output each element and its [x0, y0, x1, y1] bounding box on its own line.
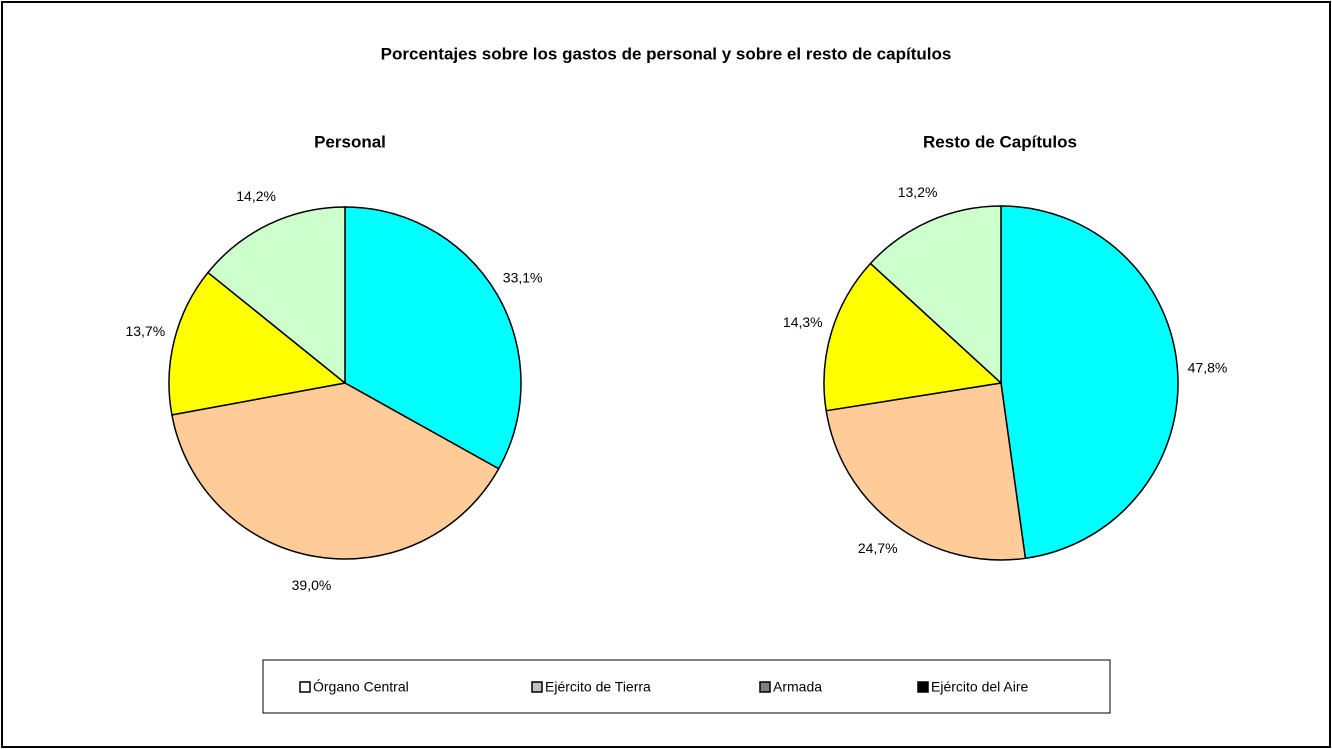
data-label: 39,0% [292, 577, 332, 593]
legend-swatch [531, 681, 543, 693]
data-label: 33,1% [503, 269, 543, 285]
data-label: 14,3% [783, 314, 823, 330]
data-label: 13,2% [898, 184, 938, 200]
data-label: 24,7% [858, 540, 898, 556]
legend-swatch [759, 681, 771, 693]
legend-swatch [299, 681, 311, 693]
pie-slice [825, 382, 1027, 561]
legend-label: Órgano Central [313, 679, 409, 695]
legend-swatch [917, 681, 929, 693]
pie-slice [168, 271, 347, 416]
pie-slice [869, 205, 1002, 385]
pie-slice [823, 262, 1003, 412]
chart-title: Porcentajes sobre los gastos de personal… [381, 44, 952, 63]
legend-label: Ejército del Aire [931, 679, 1028, 695]
legend-label: Ejército de Tierra [545, 679, 651, 695]
data-label: 47,8% [1188, 359, 1228, 375]
legend-label: Armada [773, 679, 822, 695]
pie-title: Personal [314, 132, 386, 151]
data-label: 13,7% [125, 323, 165, 339]
pie-slice [344, 206, 522, 470]
data-label: 14,2% [236, 188, 276, 204]
pie-slice [206, 206, 346, 385]
pie-slice [171, 382, 500, 560]
legend-box [262, 659, 1111, 714]
pie-title: Resto de Capítulos [923, 132, 1077, 151]
pie-slice [1000, 205, 1179, 560]
